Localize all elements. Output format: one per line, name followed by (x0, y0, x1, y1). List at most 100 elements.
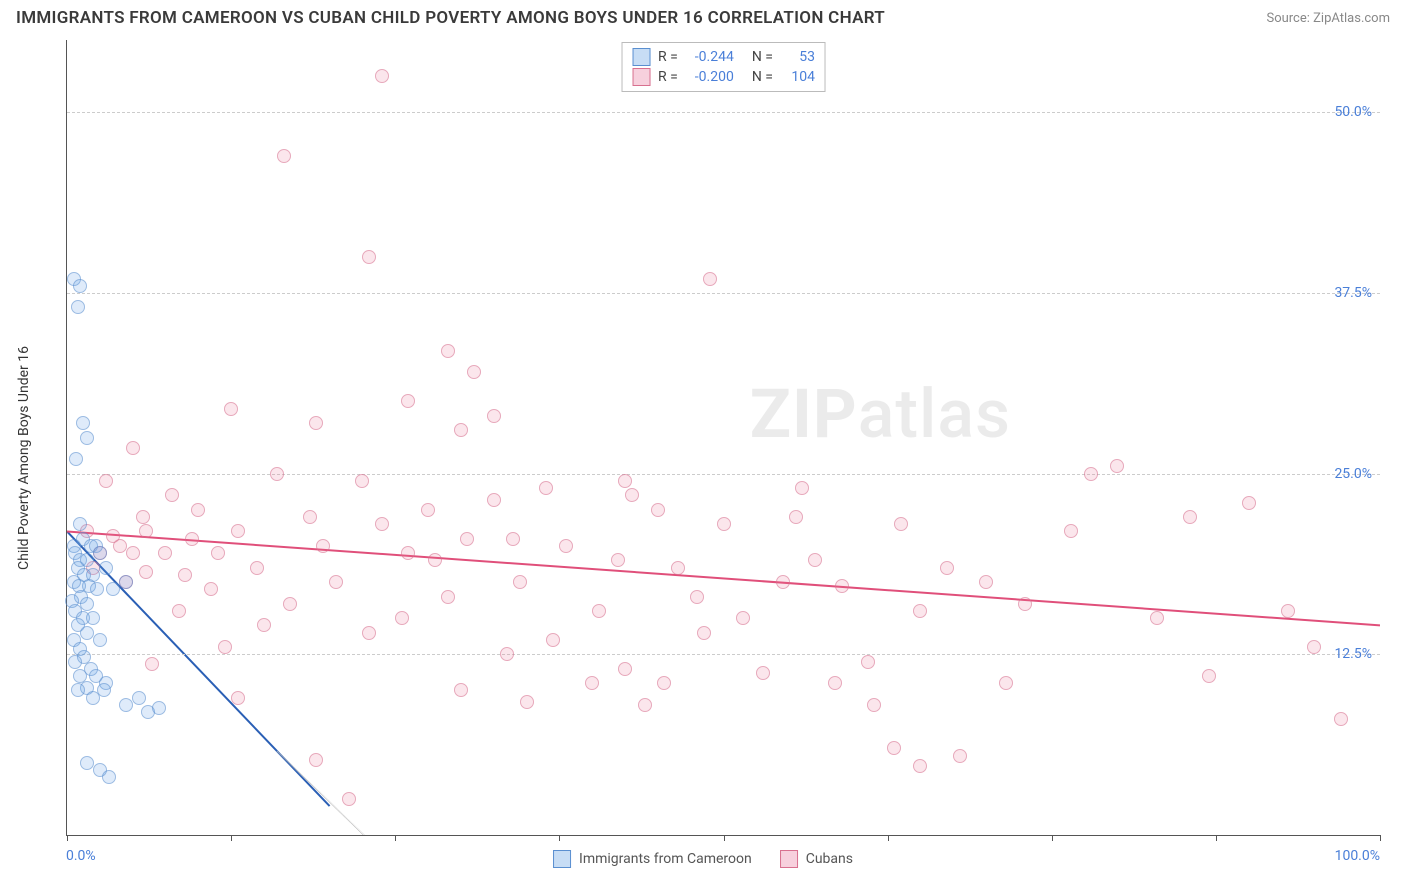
scatter-point-cameroon (80, 756, 94, 770)
scatter-point-cubans (1110, 459, 1124, 473)
scatter-point-cubans (585, 676, 599, 690)
scatter-point-cubans (520, 695, 534, 709)
scatter-point-cubans (913, 759, 927, 773)
swatch-cubans (632, 68, 650, 86)
gridline (67, 112, 1380, 113)
n-value: 53 (781, 49, 815, 65)
scatter-point-cubans (756, 666, 770, 680)
scatter-point-cubans (211, 546, 225, 560)
trend-line-cubans (67, 531, 1380, 625)
stats-row-cubans: R =-0.200N =104 (632, 67, 815, 87)
scatter-point-cubans (611, 553, 625, 567)
y-tick-label: 50.0% (1334, 104, 1372, 120)
scatter-point-cubans (231, 691, 245, 705)
x-tick (888, 835, 889, 841)
legend-swatch-cameroon (553, 850, 571, 868)
bottom-legend: Immigrants from Cameroon Cubans (553, 850, 853, 868)
scatter-point-cubans (625, 488, 639, 502)
scatter-point-cubans (178, 568, 192, 582)
scatter-point-cubans (224, 402, 238, 416)
swatch-cameroon (632, 48, 650, 66)
scatter-point-cubans (513, 575, 527, 589)
scatter-point-cubans (441, 344, 455, 358)
scatter-point-cubans (828, 676, 842, 690)
scatter-point-cameroon (93, 633, 107, 647)
y-tick-label: 12.5% (1334, 646, 1372, 662)
scatter-point-cubans (1334, 712, 1348, 726)
scatter-point-cubans (126, 546, 140, 560)
scatter-point-cameroon (80, 626, 94, 640)
scatter-point-cubans (1183, 510, 1197, 524)
scatter-point-cubans (690, 590, 704, 604)
scatter-point-cubans (808, 553, 822, 567)
scatter-point-cameroon (86, 691, 100, 705)
trend-lines (67, 40, 1380, 835)
scatter-point-cubans (1202, 669, 1216, 683)
scatter-point-cubans (638, 698, 652, 712)
scatter-point-cubans (309, 416, 323, 430)
scatter-point-cubans (703, 272, 717, 286)
r-value: -0.200 (686, 69, 734, 85)
r-label: R = (658, 69, 678, 85)
scatter-point-cubans (303, 510, 317, 524)
x-tick (1380, 835, 1381, 841)
y-axis-label: Child Poverty Among Boys Under 16 (16, 346, 32, 570)
scatter-point-cubans (500, 647, 514, 661)
scatter-point-cubans (999, 676, 1013, 690)
legend-item-cubans: Cubans (780, 850, 853, 868)
scatter-point-cubans (231, 524, 245, 538)
scatter-point-cubans (270, 467, 284, 481)
scatter-point-cubans (618, 662, 632, 676)
scatter-point-cubans (136, 510, 150, 524)
scatter-point-cubans (158, 546, 172, 560)
scatter-point-cubans (657, 676, 671, 690)
scatter-point-cubans (362, 626, 376, 640)
scatter-point-cubans (1307, 640, 1321, 654)
scatter-point-cubans (539, 481, 553, 495)
x-tick (231, 835, 232, 841)
scatter-point-cubans (165, 488, 179, 502)
scatter-point-cameroon (71, 683, 85, 697)
scatter-point-cubans (592, 604, 606, 618)
scatter-point-cubans (887, 741, 901, 755)
scatter-point-cubans (1242, 496, 1256, 510)
chart-source: Source: ZipAtlas.com (1266, 11, 1390, 26)
scatter-point-cubans (145, 657, 159, 671)
x-tick (67, 835, 68, 841)
scatter-point-cubans (126, 441, 140, 455)
stats-row-cameroon: R =-0.244N =53 (632, 47, 815, 67)
scatter-point-cubans (316, 539, 330, 553)
x-tick (559, 835, 560, 841)
plot-area: ZIPatlas R =-0.244N =53R =-0.200N =104 1… (66, 40, 1380, 836)
scatter-point-cubans (1018, 597, 1032, 611)
scatter-point-cameroon (73, 517, 87, 531)
scatter-point-cubans (795, 481, 809, 495)
scatter-point-cubans (1281, 604, 1295, 618)
gridline (67, 474, 1380, 475)
scatter-point-cameroon (102, 770, 116, 784)
scatter-point-cameroon (152, 701, 166, 715)
gridline (67, 293, 1380, 294)
scatter-point-cubans (651, 503, 665, 517)
scatter-point-cubans (467, 365, 481, 379)
scatter-point-cubans (487, 493, 501, 507)
scatter-point-cubans (342, 792, 356, 806)
scatter-point-cubans (401, 394, 415, 408)
n-label: N = (752, 69, 773, 85)
scatter-point-cubans (546, 633, 560, 647)
scatter-point-cubans (362, 250, 376, 264)
legend-swatch-cubans (780, 850, 798, 868)
legend-label: Cubans (806, 851, 853, 867)
scatter-point-cubans (460, 532, 474, 546)
scatter-point-cameroon (76, 416, 90, 430)
r-label: R = (658, 49, 678, 65)
legend-item-cameroon: Immigrants from Cameroon (553, 850, 752, 868)
r-value: -0.244 (686, 49, 734, 65)
scatter-point-cubans (172, 604, 186, 618)
scatter-point-cameroon (99, 561, 113, 575)
scatter-point-cameroon (119, 698, 133, 712)
x-tick (724, 835, 725, 841)
scatter-point-cubans (697, 626, 711, 640)
scatter-point-cubans (979, 575, 993, 589)
scatter-point-cameroon (132, 691, 146, 705)
